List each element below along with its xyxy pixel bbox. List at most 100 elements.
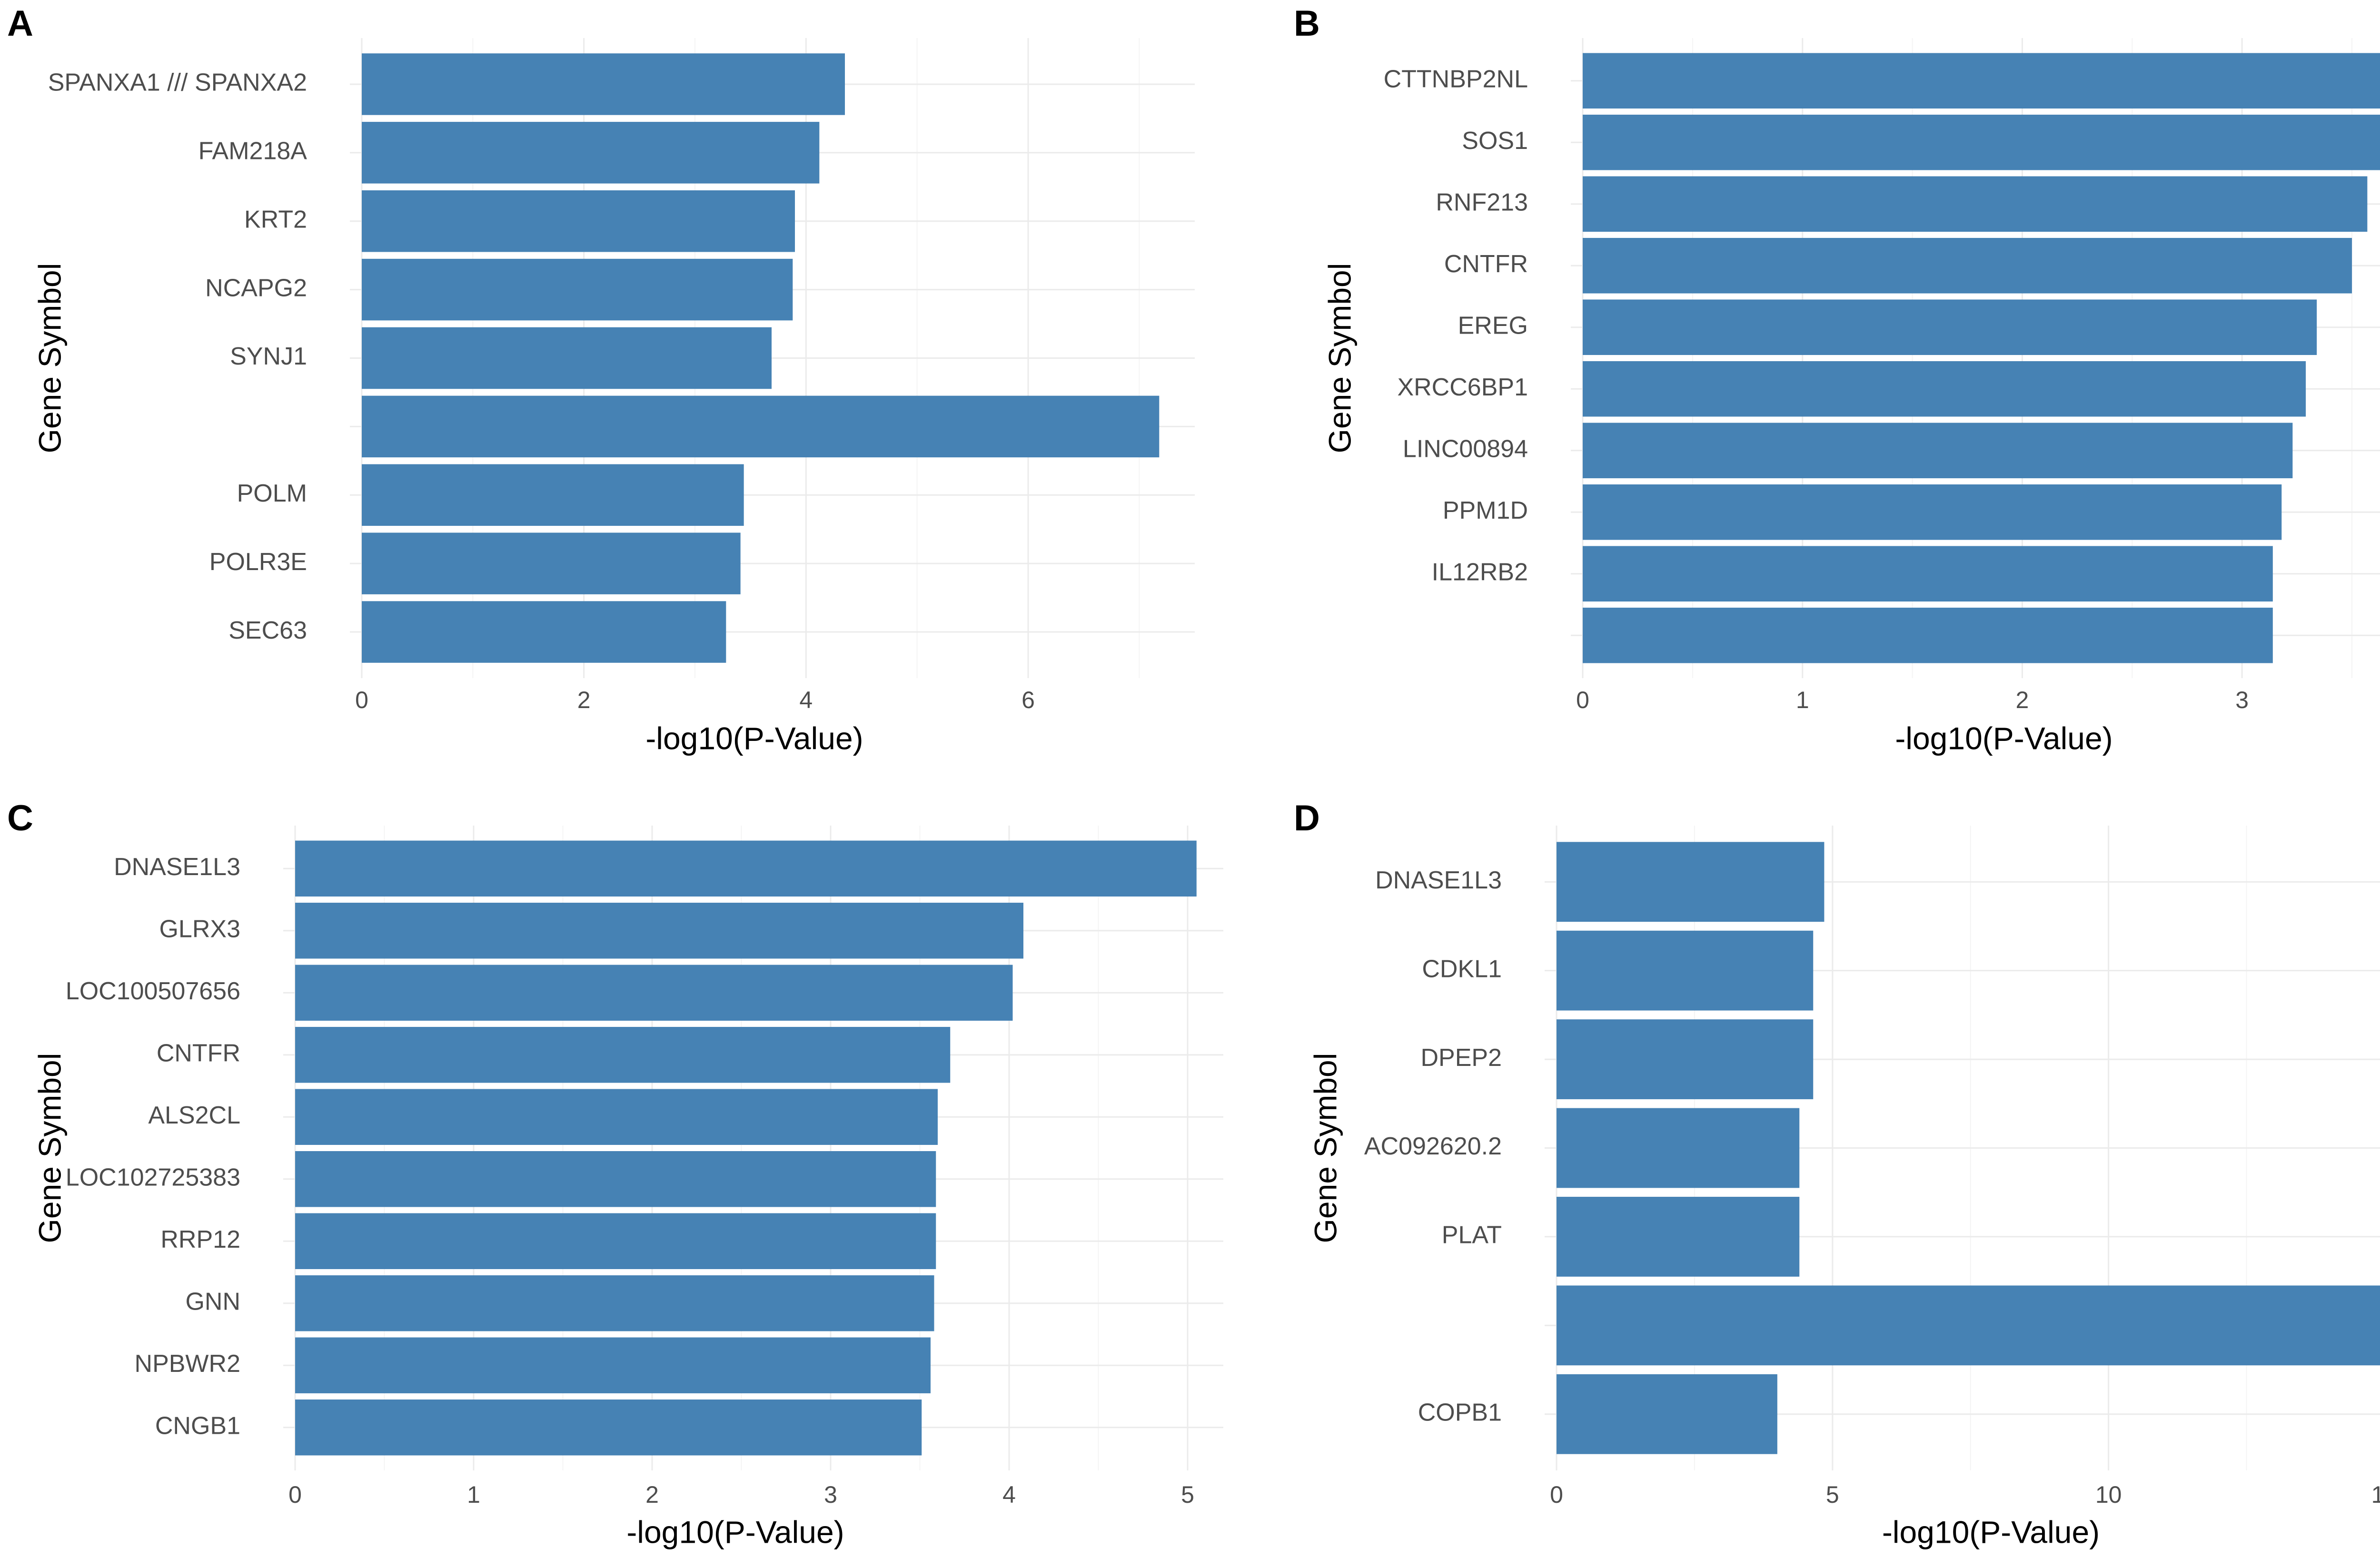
- x-tick-label: 3: [2235, 687, 2249, 713]
- y-axis-title: Gene Symbol: [32, 263, 67, 453]
- bar: [1583, 299, 2317, 355]
- category-label: POLR3E: [209, 548, 307, 576]
- panel-c: DNASE1L3 GLRX3 LOC100507656 CNTFR ALS2CL LOC1…: [7, 798, 1223, 1549]
- panel-b: CTTNBP2NL SOS1 RNF213 CNTFR EREG XRCC6BP1 LINC…: [1294, 3, 2380, 756]
- bar: [295, 1275, 934, 1331]
- bar: [1583, 176, 2368, 232]
- panel-d: DNASE1L3 CDKL1 DPEP2 AC092620.2 PLAT COPB1 0 5 1…: [1294, 798, 2380, 1549]
- category-label: RNF213: [1436, 188, 1528, 216]
- x-tick-label: 5: [1826, 1481, 1839, 1508]
- x-tick-label: 0: [355, 687, 368, 713]
- category-label: RRP12: [160, 1226, 240, 1253]
- x-axis-title: -log10(P-Value): [645, 720, 863, 756]
- category-label: SOS1: [1462, 127, 1528, 155]
- category-label: GLRX3: [159, 915, 240, 943]
- category-label: SPANXA1 /// SPANXA2: [48, 69, 307, 97]
- bar: [1583, 607, 2273, 663]
- bar: [1557, 930, 1814, 1011]
- x-axis-title: -log10(P-Value): [1895, 720, 2112, 756]
- category-label: PLAT: [1442, 1222, 1502, 1249]
- x-axis-title: -log10(P-Value): [1882, 1514, 2100, 1549]
- bar: [295, 840, 1197, 897]
- bar: [1557, 1019, 1814, 1099]
- category-label: NCAPG2: [205, 274, 307, 302]
- bar: [1557, 842, 1825, 922]
- bar: [295, 1089, 938, 1145]
- category-label: XRCC6BP1: [1397, 374, 1528, 401]
- bar: [1557, 1285, 2380, 1366]
- panel-letter-d: D: [1294, 798, 1320, 838]
- bar: [295, 1027, 951, 1083]
- bar: [362, 327, 772, 389]
- category-label: POLM: [237, 480, 307, 507]
- x-tick-label: 0: [1576, 687, 1589, 713]
- bar: [1557, 1108, 1800, 1188]
- category-label: KRT2: [244, 206, 307, 233]
- bar: [1557, 1197, 1800, 1277]
- category-label: SEC63: [228, 617, 307, 644]
- category-label: IL12RB2: [1432, 558, 1528, 586]
- category-label: DPEP2: [1420, 1044, 1502, 1072]
- bar: [362, 53, 845, 115]
- panel-letter-a: A: [7, 3, 33, 44]
- x-tick-label: 15: [2371, 1481, 2380, 1508]
- category-label: COPB1: [1418, 1399, 1502, 1427]
- bar: [295, 965, 1013, 1021]
- x-axis-title: -log10(P-Value): [626, 1514, 844, 1549]
- bar: [362, 258, 793, 321]
- category-label: ALS2CL: [148, 1102, 240, 1129]
- x-tick-label: 0: [1550, 1481, 1563, 1508]
- category-label: LOC102725383: [66, 1163, 240, 1191]
- category-label: EREG: [1458, 312, 1528, 339]
- bar: [1583, 546, 2273, 602]
- y-axis-title: Gene Symbol: [1322, 263, 1357, 453]
- bar: [295, 1399, 922, 1456]
- bar: [1557, 1374, 1777, 1454]
- x-tick-label: 2: [2016, 687, 2029, 713]
- y-axis-title: Gene Symbol: [1308, 1053, 1343, 1243]
- bar: [362, 190, 795, 252]
- category-label: SYNJ1: [230, 343, 307, 370]
- category-label: CDKL1: [1422, 955, 1502, 983]
- bar: [1583, 237, 2352, 294]
- x-tick-label: 5: [1181, 1481, 1194, 1508]
- category-label: AC092620.2: [1364, 1133, 1502, 1160]
- bar: [362, 532, 741, 594]
- bar: [362, 395, 1160, 458]
- x-tick-label: 6: [1021, 687, 1035, 713]
- bar: [362, 464, 744, 526]
- x-tick-label: 3: [824, 1481, 837, 1508]
- bar: [295, 1151, 936, 1207]
- x-tick-label: 2: [645, 1481, 659, 1508]
- bar: [362, 122, 820, 184]
- category-label: GNN: [185, 1288, 240, 1315]
- bar: [1583, 423, 2293, 479]
- bar: [1583, 484, 2282, 540]
- category-label: NPBWR2: [135, 1350, 240, 1378]
- category-label: CTTNBP2NL: [1384, 65, 1528, 93]
- bar: [295, 1213, 936, 1269]
- category-label: CNGB1: [155, 1412, 240, 1439]
- panel-letter-b: B: [1294, 3, 1320, 44]
- x-tick-label: 4: [799, 687, 813, 713]
- category-label: CNTFR: [1444, 250, 1528, 278]
- bar: [295, 1337, 931, 1393]
- x-tick-label: 1: [1796, 687, 1809, 713]
- category-label: DNASE1L3: [1375, 867, 1502, 894]
- panel-a: SPANXA1 /// SPANXA2 FAM218A KRT2 NCAPG2 SYNJ…: [7, 3, 1195, 756]
- bar: [362, 601, 726, 663]
- x-tick-label: 2: [577, 687, 591, 713]
- category-label: PPM1D: [1443, 497, 1528, 524]
- category-label: CNTFR: [157, 1039, 240, 1067]
- category-label: FAM218A: [198, 138, 307, 165]
- bar: [1583, 361, 2306, 417]
- bar: [1583, 114, 2380, 170]
- category-label: LOC100507656: [66, 977, 240, 1005]
- y-axis-title: Gene Symbol: [32, 1053, 67, 1243]
- category-label: DNASE1L3: [114, 853, 240, 881]
- x-tick-label: 4: [1002, 1481, 1016, 1508]
- x-tick-label: 0: [288, 1481, 302, 1508]
- x-tick-label: 10: [2095, 1481, 2122, 1508]
- panel-letter-c: C: [7, 798, 33, 838]
